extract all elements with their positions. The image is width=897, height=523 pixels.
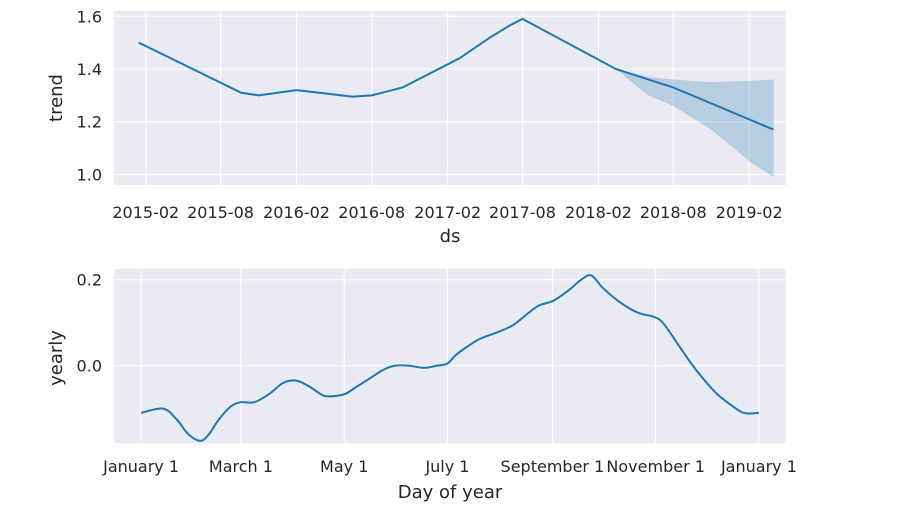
yearly-line bbox=[140, 274, 759, 442]
yearly-x-tick-label: January 1 bbox=[102, 457, 179, 476]
yearly-y-ticks: 0.0 0.2 bbox=[77, 271, 102, 376]
trend-x-tick-label: 2015-08 bbox=[187, 203, 254, 222]
yearly-x-tick-label: November 1 bbox=[606, 457, 705, 476]
trend-x-tick-label: 2015-02 bbox=[112, 203, 179, 222]
yearly-x-axis-label: Day of year bbox=[398, 482, 503, 503]
trend-y-ticks: 1.0 1.2 1.4 1.6 bbox=[77, 7, 102, 184]
trend-y-tick-label: 1.4 bbox=[77, 60, 102, 79]
trend-x-tick-label: 2017-02 bbox=[414, 203, 481, 222]
trend-uncertainty-band bbox=[615, 69, 774, 178]
trend-y-axis-label: trend bbox=[46, 74, 67, 122]
yearly-x-tick-label: May 1 bbox=[320, 457, 368, 476]
trend-x-axis-label: ds bbox=[440, 226, 461, 247]
trend-x-tick-label: 2019-02 bbox=[716, 203, 783, 222]
trend-chart: 1.0 1.2 1.4 1.6 2015-02 2015-08 2016-02 2016-0… bbox=[46, 7, 786, 247]
trend-y-tick-label: 1.0 bbox=[77, 165, 102, 184]
yearly-x-tick-label: September 1 bbox=[501, 457, 605, 476]
trend-x-ticks: 2015-02 2015-08 2016-02 2016-08 2017-02 2017-… bbox=[112, 203, 782, 222]
yearly-x-ticks: January 1 March 1 May 1 July 1 September 1 No… bbox=[102, 457, 797, 476]
trend-line bbox=[138, 17, 774, 131]
trend-x-tick-label: 2016-08 bbox=[338, 203, 405, 222]
yearly-x-tick-label: March 1 bbox=[209, 457, 273, 476]
trend-plot-area bbox=[114, 11, 786, 185]
trend-y-tick-label: 1.2 bbox=[77, 113, 102, 132]
yearly-grid bbox=[114, 269, 786, 443]
trend-grid bbox=[114, 11, 786, 185]
yearly-y-tick-label: 0.2 bbox=[77, 271, 102, 290]
trend-x-tick-label: 2016-02 bbox=[263, 203, 330, 222]
trend-x-tick-label: 2017-08 bbox=[489, 203, 556, 222]
trend-x-tick-label: 2018-08 bbox=[640, 203, 707, 222]
trend-x-tick-label: 2018-02 bbox=[565, 203, 632, 222]
yearly-x-tick-label: July 1 bbox=[424, 457, 469, 476]
trend-y-tick-label: 1.6 bbox=[77, 7, 102, 26]
yearly-chart: 0.0 0.2 January 1 March 1 May 1 July 1 Septem… bbox=[46, 269, 797, 503]
yearly-y-tick-label: 0.0 bbox=[77, 357, 102, 376]
yearly-y-axis-label: yearly bbox=[46, 330, 67, 386]
yearly-plot-area bbox=[114, 269, 786, 443]
yearly-x-tick-label: January 1 bbox=[720, 457, 797, 476]
